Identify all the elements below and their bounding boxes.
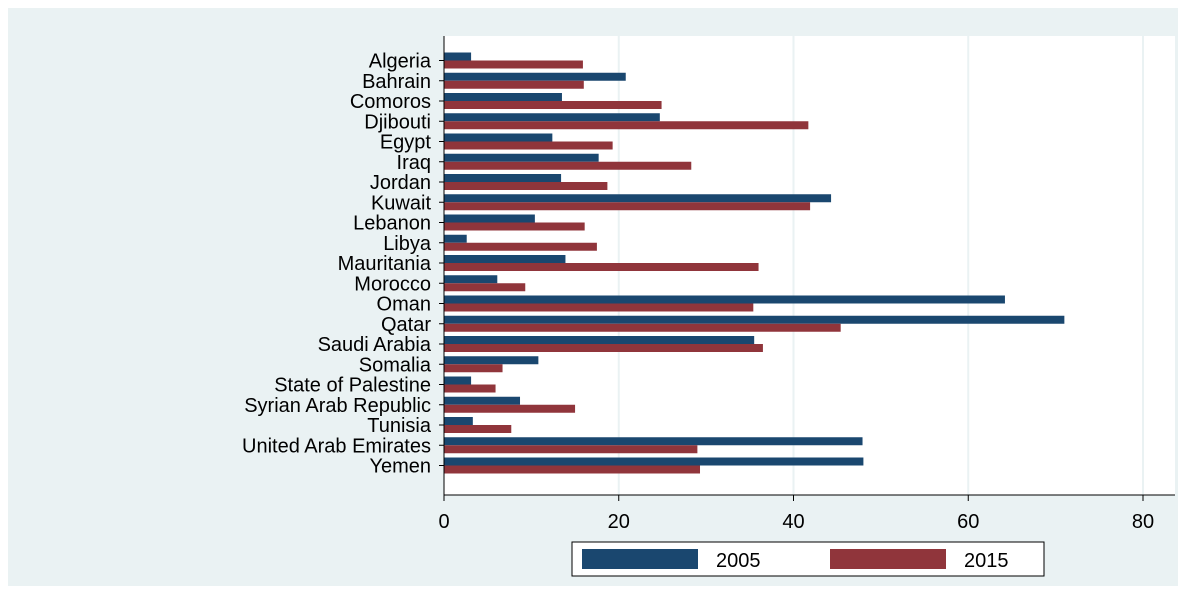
y-tick-label-oman: Oman bbox=[377, 294, 431, 316]
bar-2015-jordan bbox=[444, 182, 608, 190]
bar-2005-bahrain bbox=[444, 72, 626, 81]
y-tick-label-united-arab-emirates: United Arab Emirates bbox=[242, 435, 431, 457]
bar-2005-saudi-arabia bbox=[444, 336, 755, 344]
y-tick-label-algeria: Algeria bbox=[369, 51, 432, 73]
y-tick-label-comoros: Comoros bbox=[350, 91, 431, 113]
y-tick-label-lebanon: Lebanon bbox=[353, 213, 431, 235]
bar-2015-united-arab-emirates bbox=[444, 445, 698, 454]
x-tick-label-60: 60 bbox=[957, 511, 979, 533]
bar-2015-lebanon bbox=[444, 222, 585, 231]
y-tick-labels: AlgeriaBahrainComorosDjiboutiEgyptIraqJo… bbox=[242, 51, 444, 478]
bar-2015-saudi-arabia bbox=[444, 344, 763, 352]
bar-2005-kuwait bbox=[444, 194, 832, 203]
legend-label-2005: 2005 bbox=[716, 550, 761, 572]
y-tick-label-syrian-arab-republic: Syrian Arab Republic bbox=[244, 395, 431, 417]
x-tick-label-20: 20 bbox=[608, 511, 630, 533]
bar-2015-iraq bbox=[444, 161, 692, 170]
bar-2005-syrian-arab-republic bbox=[444, 396, 521, 405]
bar-2005-morocco bbox=[444, 275, 498, 284]
y-tick-label-kuwait: Kuwait bbox=[371, 192, 431, 214]
bar-2005-mauritania bbox=[444, 255, 566, 263]
x-tick-label-0: 0 bbox=[438, 511, 449, 533]
bar-2005-egypt bbox=[444, 133, 553, 142]
bar-2015-state-of-palestine bbox=[444, 384, 496, 393]
y-tick-label-jordan: Jordan bbox=[370, 172, 431, 194]
bar-2005-iraq bbox=[444, 153, 599, 162]
y-tick-label-qatar: Qatar bbox=[381, 314, 431, 336]
bar-2005-qatar bbox=[444, 315, 1065, 324]
bar-2015-syrian-arab-republic bbox=[444, 404, 576, 413]
bar-2005-state-of-palestine bbox=[444, 376, 472, 385]
y-tick-label-yemen: Yemen bbox=[369, 456, 431, 478]
y-tick-label-somalia: Somalia bbox=[359, 354, 432, 376]
bar-2015-somalia bbox=[444, 364, 503, 373]
bar-2015-oman bbox=[444, 303, 754, 312]
x-tick-label-40: 40 bbox=[782, 511, 804, 533]
y-tick-label-mauritania: Mauritania bbox=[338, 253, 432, 275]
legend-swatch-2015 bbox=[830, 549, 946, 569]
legend-label-2015: 2015 bbox=[964, 550, 1009, 572]
bar-2015-yemen bbox=[444, 465, 701, 474]
y-tick-label-tunisia: Tunisia bbox=[367, 415, 432, 437]
bar-2015-djibouti bbox=[444, 121, 809, 130]
y-tick-label-saudi-arabia: Saudi Arabia bbox=[318, 334, 432, 356]
bar-2015-qatar bbox=[444, 323, 841, 332]
y-tick-label-bahrain: Bahrain bbox=[362, 71, 431, 93]
y-tick-label-libya: Libya bbox=[383, 233, 432, 255]
x-tick-labels: 0 20 40 60 80 bbox=[438, 495, 1154, 533]
legend: 2005 2015 bbox=[571, 541, 1045, 577]
y-tick-label-egypt: Egypt bbox=[380, 132, 432, 154]
bar-2015-morocco bbox=[444, 283, 526, 292]
bar-2005-djibouti bbox=[444, 113, 660, 122]
y-tick-label-djibouti: Djibouti bbox=[364, 111, 431, 133]
bar-2005-lebanon bbox=[444, 214, 535, 223]
x-tick-label-80: 80 bbox=[1132, 511, 1154, 533]
bar-2015-bahrain bbox=[444, 80, 584, 89]
bar-2015-comoros bbox=[444, 101, 662, 109]
bar-2015-mauritania bbox=[444, 263, 759, 271]
bar-2005-tunisia bbox=[444, 417, 473, 425]
bar-2015-libya bbox=[444, 242, 597, 251]
bar-2015-tunisia bbox=[444, 425, 512, 433]
bar-2015-egypt bbox=[444, 141, 613, 150]
y-tick-label-iraq: Iraq bbox=[397, 152, 431, 174]
bar-2005-libya bbox=[444, 234, 467, 243]
y-tick-label-state-of-palestine: State of Palestine bbox=[274, 375, 431, 397]
legend-swatch-2005 bbox=[582, 549, 698, 569]
bars bbox=[444, 52, 1065, 474]
bar-2015-kuwait bbox=[444, 202, 811, 211]
bar-2005-oman bbox=[444, 295, 1005, 304]
bar-2005-algeria bbox=[444, 52, 472, 61]
bar-2015-algeria bbox=[444, 60, 583, 69]
bar-2005-comoros bbox=[444, 93, 562, 101]
bar-2005-yemen bbox=[444, 457, 864, 466]
bar-2005-united-arab-emirates bbox=[444, 437, 863, 446]
bar-2005-jordan bbox=[444, 174, 562, 182]
bar-2005-somalia bbox=[444, 356, 539, 365]
y-tick-label-morocco: Morocco bbox=[354, 273, 431, 295]
